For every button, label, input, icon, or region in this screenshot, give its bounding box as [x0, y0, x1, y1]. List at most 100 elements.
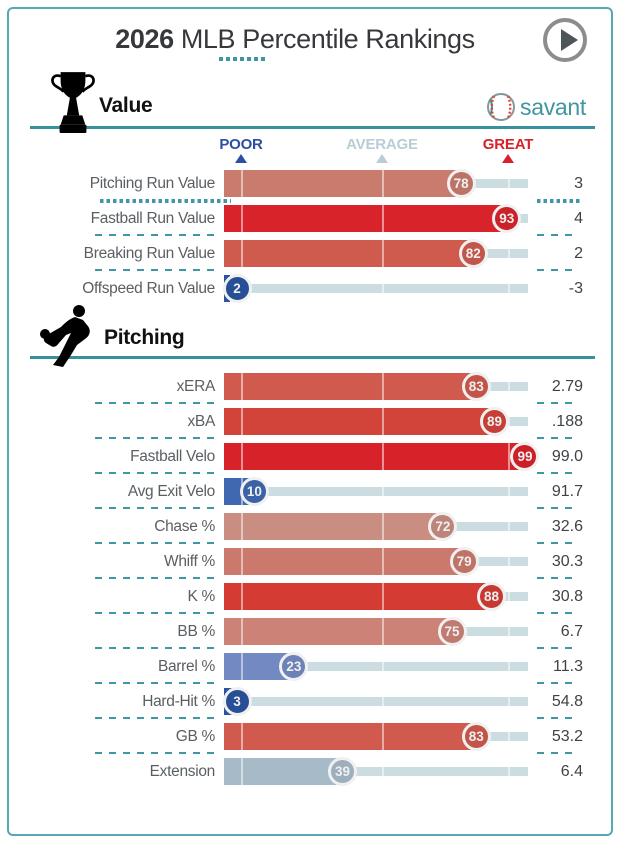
scale-label-average: AVERAGE — [346, 136, 418, 153]
percentile-bubble: 93 — [492, 204, 522, 233]
percentile-marker-line — [382, 443, 384, 470]
row-separator-left — [95, 612, 215, 614]
row-separator-right — [537, 199, 581, 203]
percentile-marker-line — [382, 170, 384, 197]
percentile-bar-row[interactable]: 3 — [222, 687, 528, 716]
percentile-marker-line — [241, 653, 243, 680]
percentile-track — [224, 697, 528, 706]
percentile-marker-line — [382, 688, 384, 715]
average-marker-icon — [376, 154, 388, 163]
percentile-bar-row[interactable]: 78 — [224, 169, 528, 198]
percentile-bar-row[interactable]: 75 — [224, 617, 528, 646]
percentile-bubble: 3 — [222, 687, 252, 716]
stat-value: 3 — [574, 175, 583, 192]
stat-value: 91.7 — [551, 483, 583, 500]
percentile-track — [224, 284, 528, 293]
percentile-bar-row[interactable]: 23 — [224, 652, 528, 681]
percentile-marker-line — [508, 373, 510, 400]
percentile-marker-line — [508, 513, 510, 540]
percentile-bubble: 88 — [477, 582, 507, 611]
percentile-marker-line — [241, 408, 243, 435]
pitcher-icon — [40, 305, 90, 367]
percentile-marker-line — [382, 548, 384, 575]
stat-value: 54.8 — [551, 693, 583, 710]
percentile-bar — [224, 205, 507, 232]
row-label: Hard-Hit % — [142, 693, 215, 710]
value-section-rule — [30, 126, 595, 129]
stat-value: 11.3 — [553, 658, 583, 675]
title-text: MLB Percentile Rankings — [180, 24, 475, 54]
percentile-marker-line — [508, 170, 510, 197]
percentile-bar-row[interactable]: 39 — [224, 757, 528, 786]
stat-value: 6.4 — [560, 763, 583, 780]
stat-value: 99.0 — [551, 448, 583, 465]
row-separator-left — [95, 682, 215, 684]
percentile-track — [224, 662, 528, 671]
poor-marker-icon — [235, 154, 247, 163]
stat-value: 53.2 — [551, 728, 583, 745]
percentile-marker-line — [508, 240, 510, 267]
percentile-bubble: 99 — [510, 442, 540, 471]
pitching-section-rule — [30, 356, 595, 359]
row-label: xBA — [187, 413, 215, 430]
row-label: xERA — [176, 378, 216, 395]
row-label: Extension — [149, 763, 216, 780]
play-icon — [561, 29, 578, 51]
percentile-bubble: 23 — [279, 652, 309, 681]
stat-value: 32.6 — [551, 518, 583, 535]
percentile-bar-row[interactable]: 2 — [222, 274, 528, 303]
percentile-bubble: 72 — [428, 512, 458, 541]
title-underline-dots — [219, 57, 266, 61]
percentile-bar-row[interactable]: 83 — [224, 372, 528, 401]
row-label: Fastball Velo — [130, 448, 215, 465]
percentile-marker-line — [241, 548, 243, 575]
percentile-bubble: 10 — [239, 477, 269, 506]
section-title-pitching: Pitching — [104, 326, 185, 349]
percentile-bar-row[interactable]: 83 — [224, 722, 528, 751]
percentile-bubble: 82 — [458, 239, 488, 268]
row-label: Avg Exit Velo — [127, 483, 215, 500]
row-separator-left — [95, 437, 215, 439]
row-separator-right — [537, 717, 579, 719]
row-separator-left — [95, 402, 215, 404]
stat-value: 2 — [574, 245, 583, 262]
page-title: 2026 MLB Percentile Rankings — [0, 24, 590, 55]
play-button[interactable] — [543, 18, 587, 62]
percentile-marker-line — [382, 653, 384, 680]
percentile-bar-row[interactable]: 89 — [224, 407, 528, 436]
percentile-bubble: 89 — [480, 407, 510, 436]
percentile-marker-line — [508, 275, 510, 302]
row-separator-right — [537, 437, 579, 439]
percentile-marker-line — [241, 443, 243, 470]
percentile-bar-row[interactable]: 99 — [224, 442, 540, 471]
percentile-marker-line — [382, 205, 384, 232]
percentile-bubble: 83 — [461, 722, 491, 751]
percentile-bar-row[interactable]: 93 — [224, 204, 528, 233]
percentile-bar-row[interactable]: 10 — [224, 477, 528, 506]
percentile-marker-line — [382, 618, 384, 645]
percentile-marker-line — [508, 618, 510, 645]
percentile-bar — [224, 513, 443, 540]
percentile-bar-row[interactable]: 79 — [224, 547, 528, 576]
row-label: Pitching Run Value — [89, 175, 216, 192]
title-year: 2026 — [115, 24, 174, 54]
percentile-marker-line — [382, 408, 384, 435]
percentile-bar-row[interactable]: 72 — [224, 512, 528, 541]
stat-value: 6.7 — [560, 623, 583, 640]
percentile-track — [224, 487, 528, 496]
percentile-bubble: 39 — [328, 757, 358, 786]
page-border — [7, 7, 613, 836]
section-title-value: Value — [99, 94, 153, 117]
row-separator-right — [537, 542, 579, 544]
row-separator-right — [537, 647, 579, 649]
percentile-bar-row[interactable]: 82 — [224, 239, 528, 268]
percentile-bar-row[interactable]: 88 — [224, 582, 528, 611]
percentile-bar — [224, 548, 465, 575]
percentile-bar — [224, 240, 474, 267]
savant-logo[interactable]: savant — [486, 92, 586, 122]
percentile-marker-line — [382, 240, 384, 267]
percentile-bar — [224, 408, 495, 435]
percentile-marker-line — [508, 443, 510, 470]
scale-label-poor: POOR — [219, 136, 263, 153]
